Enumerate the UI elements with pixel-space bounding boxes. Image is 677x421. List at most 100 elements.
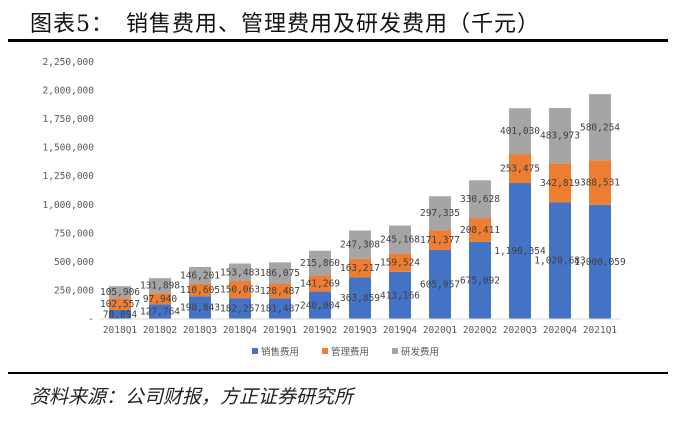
bottom-rule <box>8 372 668 374</box>
bar-sales-2021Q1 <box>589 204 611 319</box>
data-label: 215,860 <box>300 258 340 269</box>
x-tick-label: 2018Q3 <box>183 325 217 336</box>
data-label: 580,254 <box>580 122 620 133</box>
y-tick-label: 1,000,000 <box>43 200 95 211</box>
y-tick-label: 500,000 <box>54 257 94 268</box>
x-tick-label: 2020Q2 <box>463 325 497 336</box>
data-label: 297,335 <box>420 208 460 219</box>
legend-swatch <box>392 348 398 354</box>
x-tick-label: 2020Q4 <box>543 325 578 336</box>
y-tick-label: 2,250,000 <box>43 57 95 68</box>
bar-sales-2020Q4 <box>549 202 571 319</box>
data-label: 105,906 <box>100 287 140 298</box>
bar-admin-2018Q2 <box>149 293 171 305</box>
data-label: 342,819 <box>540 178 580 189</box>
bar-sales-2018Q3 <box>189 296 211 319</box>
bar-admin-2019Q3 <box>349 258 371 278</box>
data-label: 171,377 <box>420 235 460 246</box>
x-axis: 2018Q1 2018Q2 2018Q3 2018Q4 2019Q1 2019Q2 2019… <box>100 318 620 336</box>
bar-rd-2019Q1 <box>269 262 291 284</box>
data-label: 186,075 <box>260 268 300 279</box>
data-label: 1,000,059 <box>574 257 626 268</box>
data-label: 208,411 <box>460 225 500 236</box>
data-label: 247,308 <box>340 240 380 251</box>
source-note: 资料来源：公司财报，方正证券研究所 <box>30 386 354 408</box>
legend: 销售费用 管理费用 研发费用 <box>252 346 439 358</box>
bar-admin-2021Q1 <box>589 160 611 205</box>
bar-rd-2020Q2 <box>469 180 491 219</box>
legend-label: 研发费用 <box>401 346 439 358</box>
data-label: 153,483 <box>220 267 260 278</box>
data-label: 253,475 <box>500 164 540 175</box>
data-label: 127,764 <box>140 307 180 318</box>
data-label: 240,004 <box>300 300 340 311</box>
bar-admin-2020Q2 <box>469 218 491 242</box>
data-label: 363,859 <box>340 293 380 304</box>
legend-swatch <box>252 348 258 354</box>
x-tick-label: 2018Q1 <box>103 325 138 336</box>
bar-admin-2020Q1 <box>429 230 451 250</box>
bar-rd-2018Q1 <box>109 286 131 299</box>
bar-admin-2020Q4 <box>549 163 571 203</box>
bar-sales-2018Q4 <box>229 298 251 319</box>
legend-label: 管理费用 <box>331 346 369 358</box>
bar-sales-2020Q3 <box>509 183 531 319</box>
x-tick-label: 2020Q1 <box>423 325 458 336</box>
data-label: 181,487 <box>260 304 300 315</box>
y-tick-label: 250,000 <box>54 285 94 296</box>
y-tick-label: 2,000,000 <box>43 86 95 97</box>
bar-sales-2018Q1 <box>109 309 131 319</box>
bar-rd-2018Q2 <box>149 278 171 294</box>
bar-sales-2019Q4 <box>389 271 411 319</box>
top-rule <box>8 39 668 42</box>
x-tick-label: 2018Q2 <box>143 325 177 336</box>
bar-admin-2018Q3 <box>189 283 211 297</box>
data-label: 141,269 <box>300 279 340 290</box>
bar-admin-2018Q1 <box>109 298 131 310</box>
data-label: 182,257 <box>220 304 260 315</box>
bar-admin-2020Q3 <box>509 154 531 184</box>
y-axis: - 250,000 500,000 750,000 1,000,000 1,250,000… <box>43 57 95 325</box>
data-label: 605,957 <box>420 279 460 290</box>
y-tick-label: - <box>88 314 94 325</box>
y-tick-label: 1,750,000 <box>43 114 95 125</box>
bar-sales-2018Q2 <box>149 304 171 319</box>
data-label: 1,190,354 <box>494 246 546 257</box>
bar-series <box>109 94 611 319</box>
bar-rd-2018Q3 <box>189 266 211 284</box>
bar-admin-2019Q1 <box>269 283 291 299</box>
data-label: 78,894 <box>103 309 138 320</box>
data-label: 675,092 <box>460 275 500 286</box>
data-label: 102,557 <box>100 299 140 310</box>
bar-rd-2020Q4 <box>549 107 571 164</box>
bar-sales-2019Q3 <box>349 277 371 319</box>
data-label: 198,843 <box>180 303 220 314</box>
legend-label: 销售费用 <box>261 346 299 358</box>
data-label: 1,020,683 <box>534 256 585 267</box>
data-label: 245,168 <box>380 235 420 246</box>
x-tick-label: 2018Q4 <box>223 325 258 336</box>
data-label: 401,030 <box>500 126 540 137</box>
bar-rd-2018Q4 <box>229 263 251 282</box>
bar-admin-2019Q2 <box>309 275 331 292</box>
figure-title: 图表5： 销售费用、管理费用及研发费用（千元） <box>30 12 540 37</box>
bar-sales-2019Q2 <box>309 291 331 319</box>
bar-admin-2018Q4 <box>229 281 251 299</box>
bar-admin-2019Q4 <box>389 253 411 272</box>
data-label: 131,898 <box>140 281 180 292</box>
bar-sales-2020Q1 <box>429 249 451 319</box>
stacked-bar-chart: - 250,000 500,000 750,000 1,000,000 1,250,000… <box>43 57 626 358</box>
x-tick-label: 2019Q1 <box>263 325 298 336</box>
bar-sales-2019Q1 <box>269 298 291 319</box>
x-tick-label: 2019Q2 <box>303 325 337 336</box>
bar-rd-2019Q3 <box>349 230 371 259</box>
bar-rd-2019Q2 <box>309 250 331 276</box>
x-tick-label: 2020Q3 <box>503 325 537 336</box>
bar-rd-2021Q1 <box>589 94 611 161</box>
x-tick-label: 2021Q1 <box>583 325 618 336</box>
y-tick-label: 750,000 <box>54 228 94 239</box>
data-label: 150,063 <box>220 285 260 296</box>
bar-rd-2020Q1 <box>429 196 451 231</box>
data-label: 483,973 <box>540 131 580 142</box>
